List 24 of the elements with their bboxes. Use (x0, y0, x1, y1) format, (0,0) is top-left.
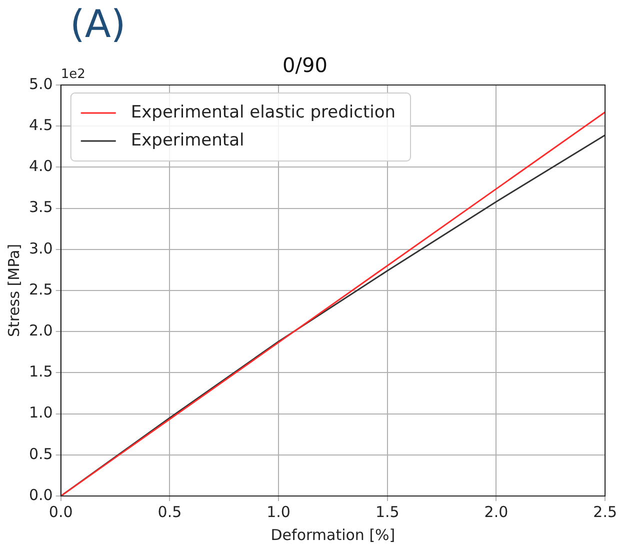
legend-label: Experimental (130, 130, 244, 150)
y-tick-label: 0.0 (28, 486, 53, 504)
text: 1e2 (60, 66, 86, 82)
text: (A) (70, 2, 126, 46)
y-tick-label: 5.0 (28, 74, 53, 93)
chart-title: 0/90 (282, 53, 328, 78)
y-tick-label: 1.5 (28, 362, 53, 381)
x-tick-label: 0.0 (48, 502, 73, 521)
y-tick-label: 2.0 (28, 321, 53, 340)
x-tick-label: 1.5 (375, 502, 400, 521)
x-tick-label: 0.5 (158, 502, 182, 521)
y-tick-label: 0.5 (28, 444, 53, 463)
x-axis-title: Deformation [%] (270, 526, 396, 544)
y-tick-label: 4.5 (28, 116, 53, 134)
y-tick-label: 1.0 (28, 404, 53, 422)
legend-label: Experimental elastic prediction (130, 102, 396, 122)
x-tick-label: 2.0 (484, 502, 508, 521)
y-axis-title: Stress [MPa] (4, 244, 23, 338)
y-tick-label: 3.0 (28, 239, 53, 258)
y-tick-label: 3.5 (28, 198, 53, 216)
y-tick-label: 2.5 (28, 280, 53, 298)
x-tick-label: 1.0 (266, 502, 290, 521)
y-tick-label: 4.0 (28, 157, 53, 176)
x-tick-label: 2.5 (593, 502, 617, 521)
